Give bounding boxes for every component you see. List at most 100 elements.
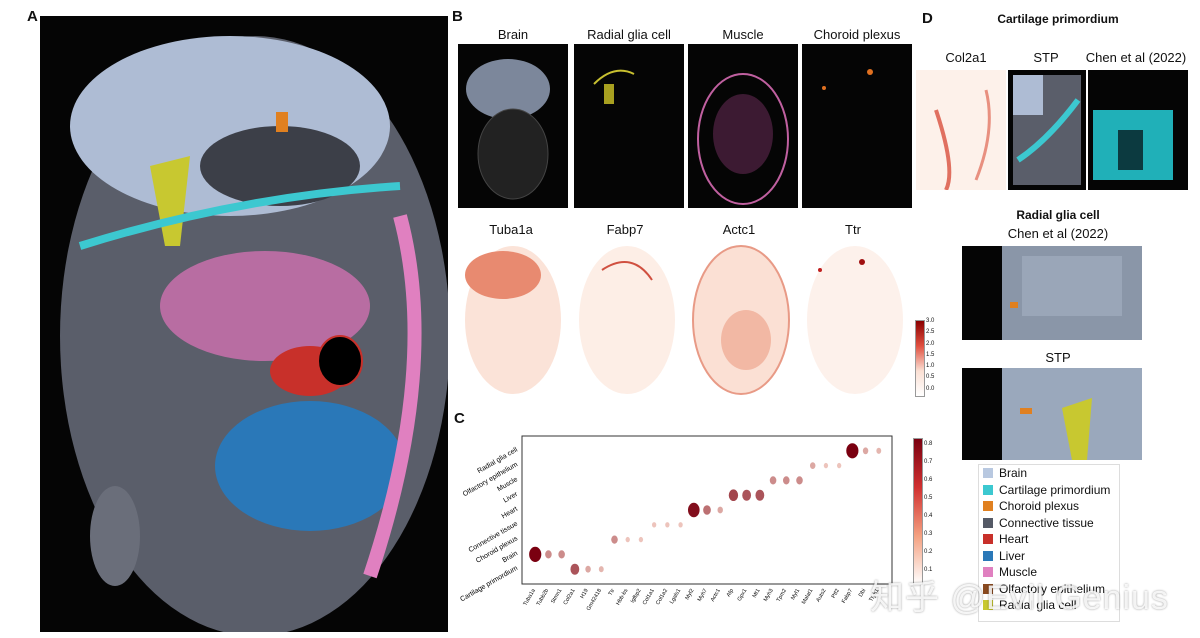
cluster-legend: Brain Cartilage primordium Choroid plexu… bbox=[978, 464, 1120, 622]
radial-glia-title: Radial glia cell bbox=[1016, 208, 1100, 222]
legend-label: Olfactory epithelium bbox=[999, 581, 1106, 596]
dot-point bbox=[728, 489, 739, 502]
chen-radial-glia-crop bbox=[962, 246, 1142, 340]
dot-point bbox=[846, 443, 859, 459]
brain-map-tile bbox=[458, 44, 568, 208]
legend-swatch bbox=[983, 534, 993, 545]
legend-item: Muscle bbox=[979, 564, 1119, 581]
dot-point bbox=[558, 550, 565, 559]
cb-c-tick: 0.5 bbox=[924, 495, 933, 501]
gene-title-actc1: Actc1 bbox=[722, 222, 756, 237]
legend-swatch bbox=[983, 484, 993, 495]
dot-point bbox=[836, 462, 842, 469]
dot-point bbox=[611, 535, 618, 544]
panel-d-letter: D bbox=[922, 10, 933, 27]
legend-item: Liver bbox=[979, 548, 1119, 565]
dot-point bbox=[809, 462, 816, 469]
x-tick-label: Hbb-bs bbox=[615, 588, 629, 607]
panel-b-colorbar bbox=[915, 320, 925, 397]
x-tick-label: Mt1 bbox=[752, 588, 762, 599]
legend-swatch bbox=[983, 600, 993, 611]
cb-b-tick: 0.5 bbox=[926, 374, 935, 381]
panel-c-colorbar-ticks: 0.8 0.7 0.6 0.5 0.4 0.3 0.2 0.1 bbox=[924, 435, 932, 579]
dot-point bbox=[755, 489, 765, 501]
x-tick-label: Tubb2b bbox=[536, 588, 550, 607]
stp-cartilage-crop bbox=[1008, 70, 1086, 190]
legend-item: Heart bbox=[979, 531, 1119, 548]
gene-title-ttr: Ttr bbox=[845, 222, 861, 237]
panel-c-colorbar bbox=[913, 438, 923, 585]
legend-item: Cartilage primordium bbox=[979, 482, 1119, 499]
brain-ventricle bbox=[200, 126, 360, 206]
panel-b-letter: B bbox=[452, 8, 463, 25]
panel-b-colorbar-ticks: 3.0 2.5 2.0 1.5 1.0 0.5 0.0 bbox=[926, 316, 934, 395]
gene-title-fabp7: Fabp7 bbox=[606, 222, 644, 237]
cb-b-tick: 3.0 bbox=[926, 318, 935, 324]
dot-point bbox=[823, 462, 829, 469]
liver-region bbox=[215, 401, 405, 531]
cb-b-tick: 0.0 bbox=[926, 385, 935, 392]
dot-point bbox=[687, 502, 700, 518]
legend-item: Olfactory epithelium bbox=[979, 581, 1119, 598]
cb-c-tick: 0.3 bbox=[924, 531, 933, 537]
dotplot-points bbox=[529, 443, 882, 575]
dot-point bbox=[529, 546, 542, 562]
dot-point bbox=[570, 563, 580, 575]
dot-point bbox=[796, 476, 803, 485]
dot-point bbox=[545, 550, 552, 559]
top-title-brain: Brain bbox=[497, 27, 529, 42]
actc1-expression-map bbox=[686, 240, 796, 396]
legend-item: Brain bbox=[979, 465, 1119, 482]
y-tick-label: Brain bbox=[501, 550, 519, 564]
radial-glia-map-tile bbox=[574, 44, 684, 208]
y-tick-label: Heart bbox=[501, 506, 519, 521]
legend-label: Muscle bbox=[999, 565, 1038, 580]
legend-swatch bbox=[983, 468, 993, 479]
legend-item: Connective tissue bbox=[979, 515, 1119, 532]
y-tick-label: Liver bbox=[502, 491, 519, 505]
legend-swatch bbox=[983, 550, 993, 561]
muscle-region bbox=[160, 251, 370, 361]
cb-b-tick: 1.5 bbox=[926, 351, 935, 358]
choroid-plexus-map-tile bbox=[802, 44, 912, 208]
x-tick-label: Actc1 bbox=[710, 588, 722, 603]
x-tick-label: Tpm2 bbox=[776, 588, 788, 603]
watermark-text: 知乎 @Evil Genius bbox=[870, 579, 1169, 617]
limb-region bbox=[90, 486, 140, 586]
dot-point bbox=[585, 565, 591, 573]
gene-title-tuba1a: Tuba1a bbox=[489, 222, 533, 237]
dot-point bbox=[783, 476, 790, 485]
legend-swatch bbox=[983, 517, 993, 528]
cb-c-tick: 0.2 bbox=[924, 549, 933, 555]
x-tick-label: Myh3 bbox=[763, 588, 775, 603]
legend-label: Heart bbox=[999, 532, 1029, 547]
cb-c-tick: 0.6 bbox=[924, 477, 933, 483]
top-title-muscle: Muscle bbox=[722, 27, 764, 42]
x-tick-label: Afp bbox=[726, 588, 735, 598]
x-tick-label: Gpx1 bbox=[737, 588, 749, 602]
panel-a-tissue-image bbox=[40, 16, 450, 636]
legend-swatch bbox=[983, 501, 993, 512]
top-title-choroid-plexus: Choroid plexus bbox=[813, 27, 901, 42]
panel-a-letter: A bbox=[27, 8, 38, 25]
x-tick-label: Col1a2 bbox=[655, 588, 669, 606]
cb-b-tick: 1.0 bbox=[926, 363, 935, 370]
legend-label: Brain bbox=[999, 466, 1028, 481]
x-tick-label: Col2a1 bbox=[563, 588, 577, 606]
legend-label: Cartilage primordium bbox=[999, 482, 1111, 497]
legend-label: Connective tissue bbox=[999, 515, 1094, 530]
x-tick-label: Igfbp2 bbox=[630, 588, 643, 604]
dot-point bbox=[678, 522, 683, 528]
dot-point bbox=[876, 447, 882, 454]
stp-col-title: STP bbox=[1033, 50, 1059, 65]
col2a1-title: Col2a1 bbox=[945, 50, 987, 65]
dot-point bbox=[625, 536, 630, 543]
x-tick-label: Myl2 bbox=[685, 588, 696, 601]
dot-point bbox=[742, 489, 752, 501]
dot-point bbox=[638, 536, 644, 543]
radial-glia-region bbox=[150, 156, 190, 246]
x-tick-label: Col1a1 bbox=[642, 588, 656, 606]
stp-radial-title: STP bbox=[1045, 350, 1071, 365]
